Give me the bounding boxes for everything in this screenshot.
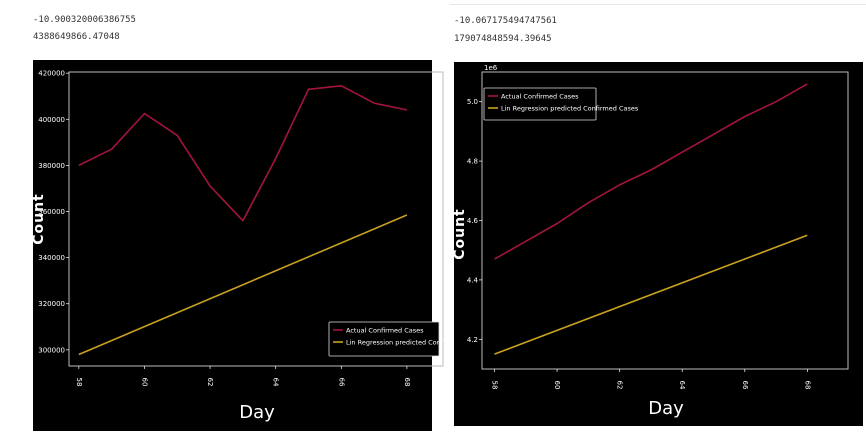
plot-frame [68,71,444,367]
legend-label: Actual Confirmed Cases [501,92,579,100]
y-tick-label: 5.0 [467,98,478,106]
y-tick-label: 300000 [38,346,65,354]
y-tick-label: 420000 [38,70,65,78]
x-tick-label: 64 [272,378,280,387]
x-tick-label: 58 [75,378,83,387]
left-line-chart: 58 60 62 64 66 68 300000 320000 340000 360000 3800… [31,60,484,431]
x-tick-label: 58 [491,381,499,390]
output-line-1: -10.067175494747561 [454,16,557,26]
y-tick-label: 320000 [38,300,65,308]
chart-background [33,60,432,431]
legend-label: Lin Regression predicted Confirmed Cases [346,338,484,346]
y-axis-label: Count [452,208,468,260]
y-tick-label: 4.4 [467,276,479,284]
x-tick-label: 60 [553,381,561,390]
output-line-2: 4388649866.47048 [33,32,120,42]
x-tick-label: 62 [206,378,214,387]
legend-label: Actual Confirmed Cases [346,326,424,334]
actual-cases-line [78,84,408,222]
y-tick-label: 4.6 [467,217,479,225]
x-axis-label: Day [648,398,684,419]
y-tick-label: 4.2 [467,336,478,344]
x-tick-label: 62 [616,381,624,390]
x-tick-label: 68 [403,378,411,387]
legend-box [328,321,440,357]
x-tick-label: 66 [337,378,345,387]
x-axis-label: Day [239,402,275,423]
actual-cases-line [494,83,808,260]
cell-divider [450,4,866,5]
x-tick-label: 68 [803,381,811,390]
y-tick-label: 360000 [38,208,65,216]
x-tick-label: 60 [140,378,148,387]
legend-label: Lin Regression predicted Confirmed Cases [501,104,639,112]
x-tick-label: 66 [741,381,749,390]
x-tick-label: 64 [678,381,686,390]
y-tick-label: 380000 [38,162,65,170]
y-axis-label: Count [31,193,47,245]
regression-line [78,214,408,356]
right-line-chart: 58 60 62 64 66 68 4.2 4.4 4.6 4.8 5.0 1e6 Day Count Ac… [452,62,863,426]
y-tick-label: 340000 [38,254,65,262]
legend-box [483,87,597,121]
regression-line [494,234,808,355]
output-line-1: -10.900320006386755 [33,15,136,25]
left-output-cell: -10.900320006386755 4388649866.47048 58 6… [0,0,484,439]
y-tick-label: 4.8 [467,158,478,166]
y-offset-label: 1e6 [484,64,498,72]
y-tick-label: 400000 [38,116,65,124]
right-output-cell: -10.067175494747561 179074848594.39645 5… [436,0,866,439]
output-line-2: 179074848594.39645 [454,34,552,44]
